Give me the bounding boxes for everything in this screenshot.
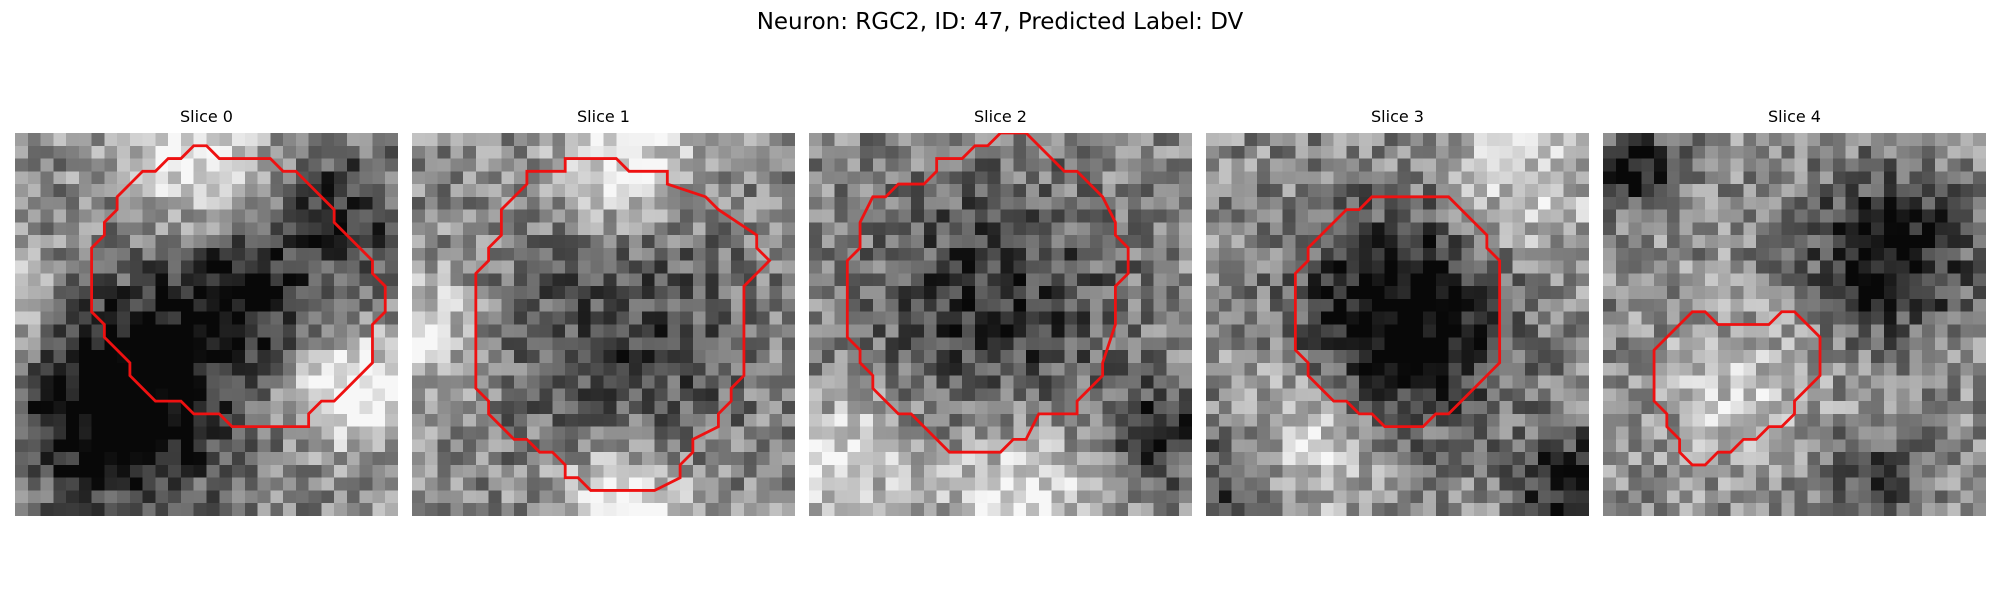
slice-title: Slice 0: [180, 107, 233, 126]
slice-title: Slice 3: [1371, 107, 1424, 126]
figure-title: Neuron: RGC2, ID: 47, Predicted Label: D…: [756, 9, 1244, 35]
slice-panel-1: Slice 1: [412, 107, 795, 516]
slice-panel-0: Slice 0: [15, 107, 398, 516]
roi-contour: [474, 157, 772, 492]
slice-image: [15, 133, 398, 516]
roi-contour: [845, 133, 1130, 454]
slice-panel-2: Slice 2: [809, 107, 1192, 516]
roi-contour: [1293, 195, 1502, 429]
roi-contour: [1652, 310, 1822, 467]
slice-panel-3: Slice 3: [1206, 107, 1589, 516]
slice-image: [412, 133, 795, 516]
roi-contour: [90, 144, 387, 429]
slice-image: [809, 133, 1192, 516]
slice-title: Slice 2: [974, 107, 1027, 126]
slice-image: [1206, 133, 1589, 516]
slice-title: Slice 1: [577, 107, 630, 126]
slice-panel-4: Slice 4: [1603, 107, 1986, 516]
slice-title: Slice 4: [1768, 107, 1821, 126]
slice-image: [1603, 133, 1986, 516]
